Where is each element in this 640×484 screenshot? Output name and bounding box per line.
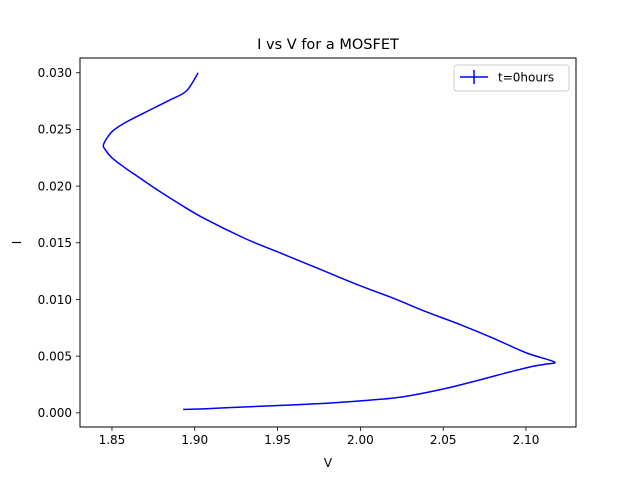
y-tick-label: 0.020 (38, 179, 72, 193)
y-axis: 0.000 0.005 0.010 0.015 0.020 0.025 0.030 (38, 66, 80, 420)
x-tick-label: 2.00 (347, 433, 374, 447)
plot-area (102, 72, 556, 411)
y-tick-label: 0.015 (38, 236, 72, 250)
y-tick-label: 0.010 (38, 293, 72, 307)
axes-frame (79, 57, 577, 428)
chart-title: I vs V for a MOSFET (257, 37, 399, 53)
x-tick-label: 2.10 (513, 433, 540, 447)
legend: t=0hours (453, 64, 570, 92)
series-line-0 (102, 72, 556, 411)
x-tick-label: 1.90 (181, 433, 208, 447)
x-tick-label: 1.95 (264, 433, 291, 447)
y-tick-label: 0.030 (38, 66, 72, 80)
legend-box (453, 64, 570, 92)
y-tick-label: 0.005 (38, 349, 72, 363)
y-tick-label: 0.000 (38, 406, 72, 420)
x-tick-label: 1.85 (99, 433, 126, 447)
x-axis-label: V (324, 456, 333, 470)
y-tick-label: 0.025 (38, 123, 72, 137)
legend-label: t=0hours (498, 71, 554, 85)
x-axis: 1.85 1.90 1.95 2.00 2.05 2.10 (99, 427, 540, 447)
y-axis-label: I (10, 241, 24, 245)
x-tick-label: 2.05 (430, 433, 457, 447)
